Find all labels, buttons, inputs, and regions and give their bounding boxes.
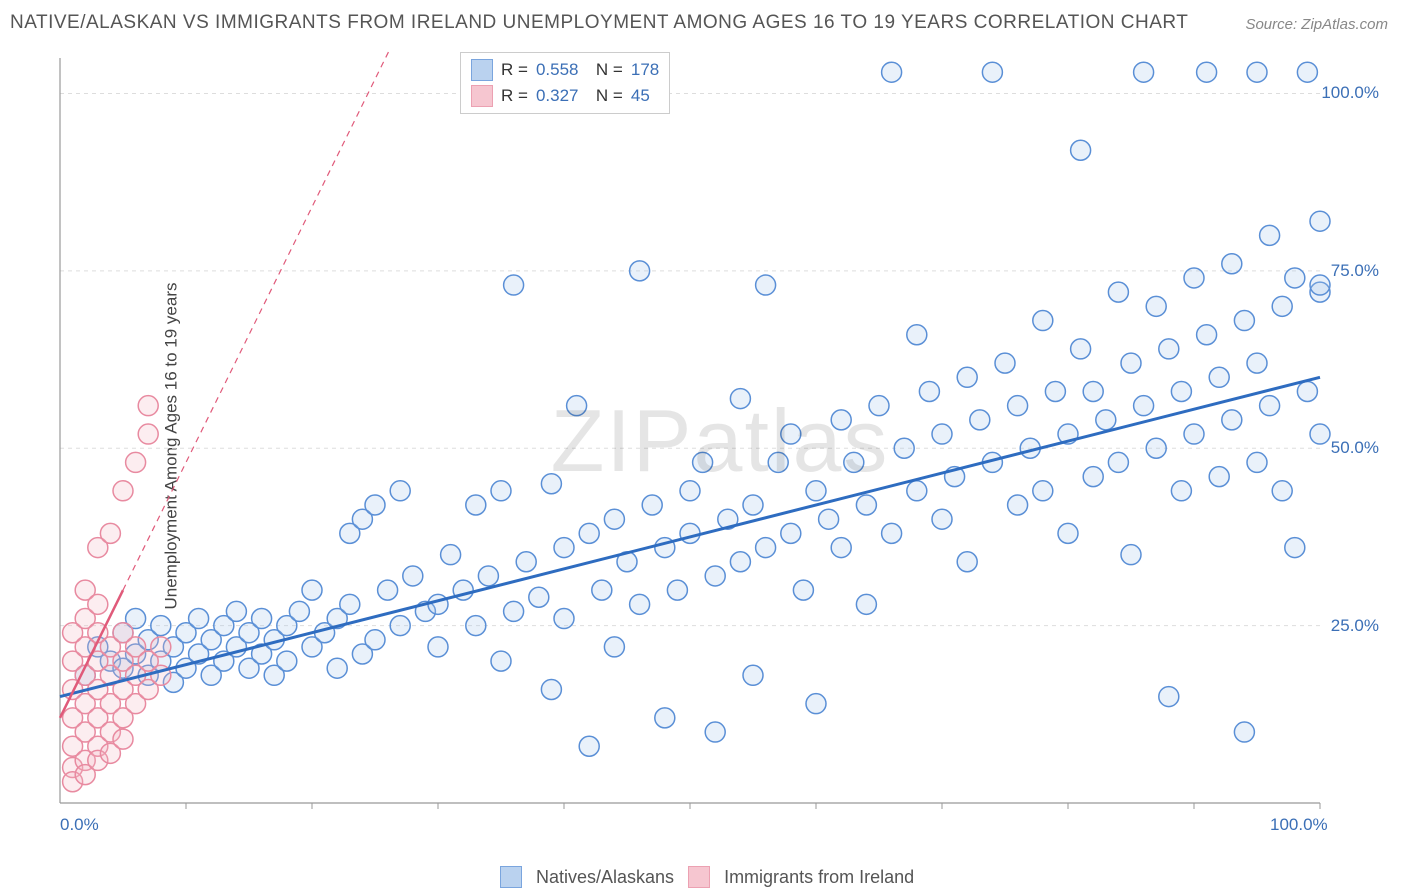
y-tick-label: 75.0% (1331, 261, 1379, 281)
x-tick-label: 0.0% (60, 815, 99, 835)
legend-r-value: 0.327 (536, 86, 579, 106)
chart-title: NATIVE/ALASKAN VS IMMIGRANTS FROM IRELAN… (10, 12, 1188, 34)
legend-swatch (471, 85, 493, 107)
legend-series-label: Immigrants from Ireland (724, 867, 914, 888)
legend-r-value: 0.558 (536, 60, 579, 80)
series-legend: Natives/Alaskans Immigrants from Ireland (500, 866, 914, 888)
legend-row: R = 0.327 N = 45 (471, 83, 659, 109)
legend-swatch (688, 866, 710, 888)
legend-n-label: N = (586, 60, 622, 80)
source-attribution: Source: ZipAtlas.com (1245, 16, 1388, 33)
legend-series-label: Natives/Alaskans (536, 867, 674, 888)
correlation-legend: R = 0.558 N = 178R = 0.327 N = 45 (460, 52, 670, 114)
legend-r-label: R = (501, 60, 528, 80)
legend-swatch (500, 866, 522, 888)
legend-n-value: 45 (631, 86, 650, 106)
legend-r-label: R = (501, 86, 528, 106)
scatter-plot: ZIPatlas 25.0%50.0%75.0%100.0%0.0%100.0% (55, 48, 1385, 843)
y-tick-label: 50.0% (1331, 438, 1379, 458)
x-tick-label: 100.0% (1270, 815, 1328, 835)
y-tick-label: 100.0% (1321, 83, 1379, 103)
legend-row: R = 0.558 N = 178 (471, 57, 659, 83)
legend-n-label: N = (586, 86, 622, 106)
plot-svg (55, 48, 1385, 843)
y-tick-label: 25.0% (1331, 616, 1379, 636)
legend-swatch (471, 59, 493, 81)
legend-n-value: 178 (631, 60, 659, 80)
